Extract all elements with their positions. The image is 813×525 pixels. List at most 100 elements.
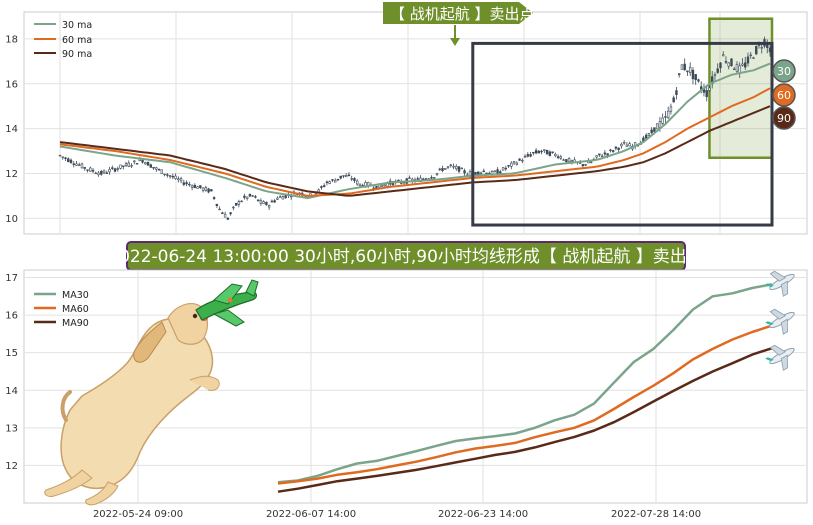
bottom-x-axis: 2022-05-24 09:00 2022-06-07 14:00 2022-06-… — [93, 509, 701, 520]
candle-body — [345, 175, 348, 178]
candle-body — [240, 200, 243, 203]
candle-body — [215, 203, 219, 206]
candle-body — [210, 189, 213, 192]
candle-body — [611, 150, 615, 152]
candle-body — [320, 186, 323, 188]
bottom-x-tick-label: 2022-06-07 14:00 — [266, 509, 356, 520]
candle-body — [609, 149, 612, 152]
signal-highlight-box — [708, 17, 774, 160]
candle-body — [155, 167, 158, 170]
bottom-line-ma90 — [277, 347, 773, 493]
bottom-y-tick-label: 13 — [5, 423, 18, 434]
candle-body — [188, 183, 191, 186]
candle-body — [226, 217, 230, 220]
candle-body — [105, 172, 108, 174]
candle-body — [179, 178, 183, 182]
candle-body — [58, 154, 62, 157]
bottom-ma-panel: 12 13 14 15 16 17 2022-05-24 09:00 2022-06-07 … — [5, 269, 808, 520]
candle-body — [97, 172, 100, 176]
candle-body — [468, 171, 472, 176]
top-legend: 30 ma 60 ma 90 ma — [34, 20, 92, 60]
candle-body — [259, 200, 263, 204]
candle-body — [243, 195, 246, 198]
candle-body — [353, 178, 356, 181]
candle-body — [499, 171, 502, 174]
candle-body — [350, 178, 353, 180]
candle-body — [532, 151, 535, 154]
bottom-ma-lines — [277, 283, 773, 493]
candle-body — [276, 197, 279, 200]
candle-body — [422, 178, 425, 180]
candle-body — [644, 134, 648, 139]
candle-body — [435, 173, 439, 175]
candle-body — [333, 180, 337, 183]
candle-body — [677, 73, 681, 76]
candle-body — [691, 69, 695, 80]
candle-body — [80, 163, 84, 169]
candle-body — [664, 116, 667, 118]
candle-body — [735, 64, 739, 72]
bottom-y-tick-label: 17 — [5, 273, 18, 284]
candle-body — [229, 212, 232, 215]
candle-body — [512, 161, 516, 164]
candle-body — [281, 196, 285, 200]
candle-body — [724, 61, 728, 63]
candle-body — [342, 175, 345, 177]
candle-body — [83, 167, 86, 169]
candle-body — [482, 170, 485, 173]
candle-body — [91, 169, 95, 172]
plane-icon-ma60 — [765, 308, 795, 335]
candle-body — [397, 179, 400, 182]
candle-body — [383, 184, 386, 187]
candle-body — [166, 174, 169, 176]
candle-body — [86, 169, 89, 171]
candle-body — [449, 164, 452, 166]
bottom-x-tick-label: 2022-05-24 09:00 — [93, 509, 183, 520]
candle-body — [237, 201, 241, 205]
candle-body — [265, 201, 268, 206]
candle-body — [116, 168, 119, 170]
badge-ma90-label: 90 — [777, 112, 791, 125]
candle-body — [515, 162, 519, 165]
candle-body — [218, 208, 221, 211]
top-y-tick-label: 16 — [5, 79, 18, 90]
candle-body — [752, 57, 755, 59]
plane-icon-ma90 — [765, 344, 795, 371]
candle-body — [204, 187, 208, 191]
bottom-legend-label-ma60: MA60 — [62, 304, 89, 315]
bottom-x-tick-label: 2022-07-28 14:00 — [611, 509, 701, 520]
candle-body — [339, 175, 342, 179]
candle-body — [567, 158, 571, 163]
ma-end-badges: 30 60 90 — [772, 59, 796, 130]
candle-body — [746, 56, 750, 64]
candle-body — [716, 68, 719, 73]
candle-body — [75, 163, 78, 166]
candle-body — [124, 163, 128, 166]
badge-ma30-label: 30 — [777, 65, 791, 78]
bottom-y-axis: 12 13 14 15 16 17 — [5, 273, 18, 472]
candle-body — [614, 146, 618, 149]
candle-body — [267, 205, 271, 208]
badge-ma60-label: 60 — [777, 89, 791, 102]
candle-body — [424, 178, 428, 180]
candle-body — [565, 159, 568, 163]
candle-body — [584, 164, 587, 166]
candle-body — [658, 121, 662, 128]
candle-body — [248, 194, 252, 197]
candle-body — [540, 150, 543, 153]
bottom-y-tick-label: 16 — [5, 311, 18, 322]
candle-body — [562, 159, 565, 161]
candle-body — [149, 164, 153, 168]
candle-body — [416, 178, 419, 180]
bottom-x-tick-label: 2022-06-23 14:00 — [438, 509, 528, 520]
candle-body — [254, 196, 257, 198]
candle-body — [545, 149, 549, 155]
candle-body — [89, 167, 92, 172]
candle-body — [331, 179, 334, 181]
candle-body — [135, 163, 139, 165]
candle-body — [278, 196, 282, 198]
candle-body — [438, 168, 441, 171]
candle-body — [669, 106, 673, 112]
candle-body — [504, 167, 508, 170]
candle-body — [675, 90, 678, 95]
